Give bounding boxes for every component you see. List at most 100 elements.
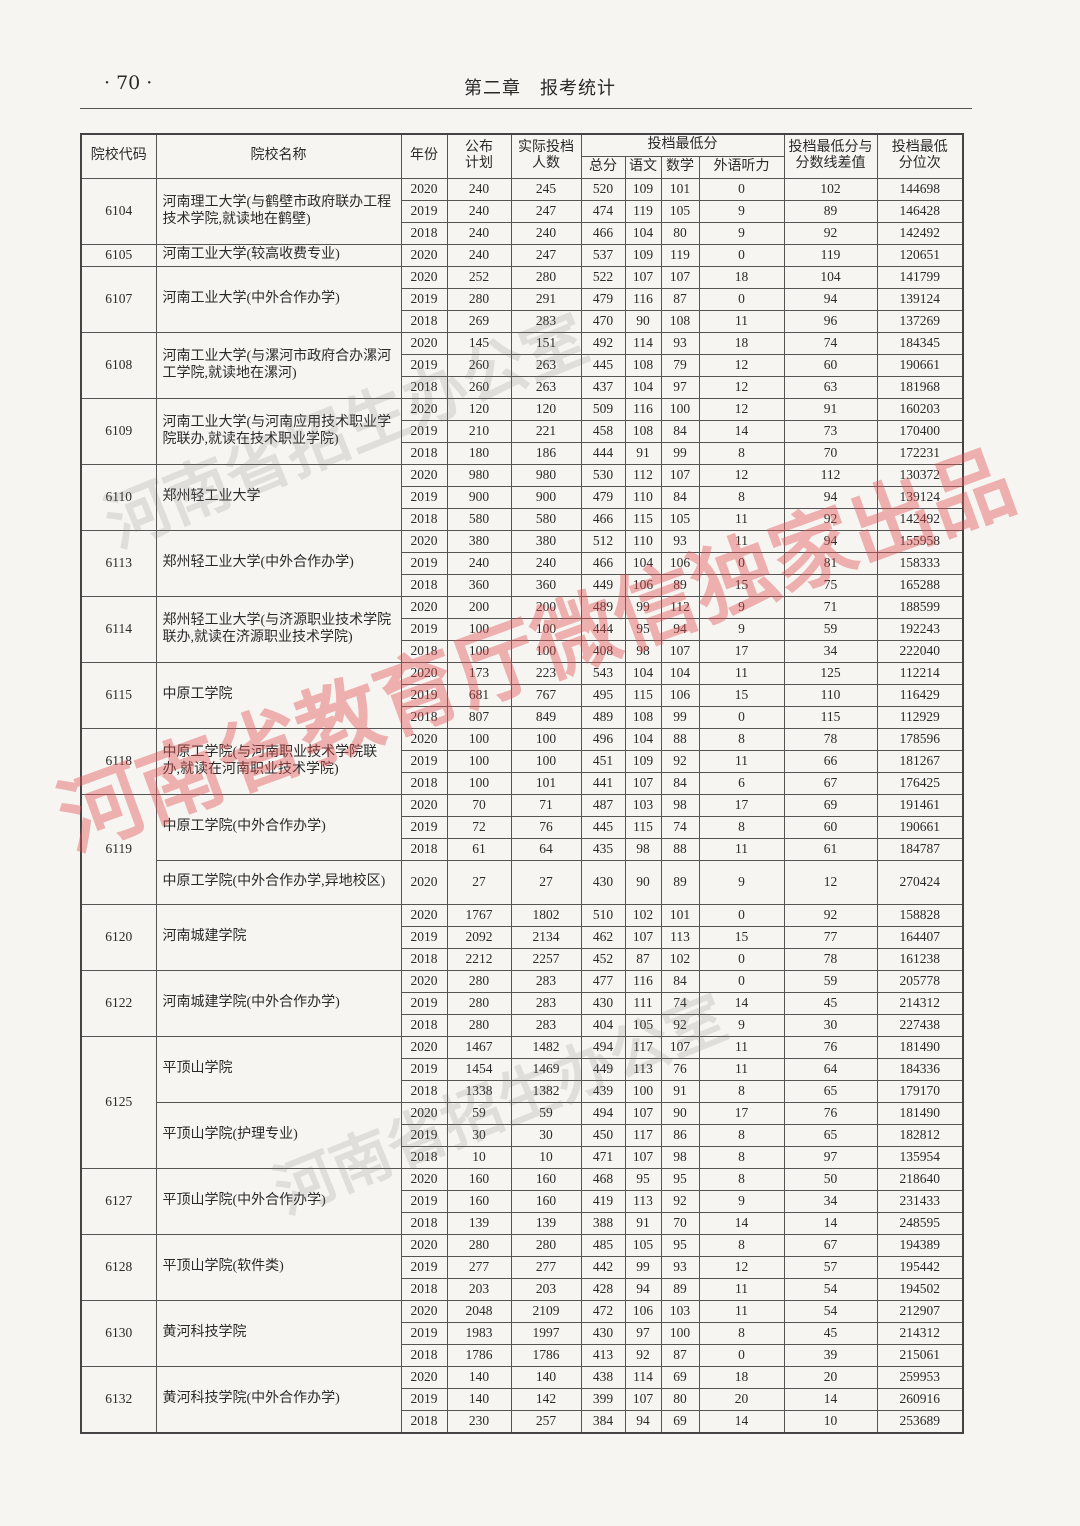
admission-statistics-table: 院校代码 院校名称 年份 公布计划 实际投档人数 投档最低分 投档最低分与分数线… (80, 133, 964, 1434)
cell-year: 2020 (400, 727, 448, 751)
cell-math: 89 (660, 1277, 700, 1301)
cell-rank: 146428 (876, 199, 964, 223)
cell-diff: 78 (783, 947, 878, 971)
cell-total: 408 (580, 639, 626, 663)
cell-rank: 195442 (876, 1255, 964, 1279)
cell-total: 439 (580, 1079, 626, 1103)
cell-rank: 192243 (876, 617, 964, 641)
cell-diff: 73 (783, 419, 878, 443)
cell-rank: 112214 (876, 661, 964, 685)
header-plan: 公布计划 (446, 133, 512, 179)
cell-total: 441 (580, 771, 626, 795)
cell-total: 399 (580, 1387, 626, 1411)
cell-rank: 182812 (876, 1123, 964, 1147)
cell-listening: 11 (698, 309, 785, 333)
cell-diff: 92 (783, 507, 878, 531)
cell-math: 80 (660, 221, 700, 245)
cell-math: 107 (660, 265, 700, 289)
table-row: 2018 269 283 470 90 108 11 96 137269 (81, 309, 964, 333)
cell-rank: 253689 (876, 1409, 964, 1433)
cell-listening: 11 (698, 749, 785, 773)
cell-year: 2020 (400, 1101, 448, 1125)
cell-plan: 580 (446, 507, 512, 531)
cell-diff: 92 (783, 221, 878, 245)
cell-plan: 2048 (446, 1299, 512, 1323)
cell-plan: 807 (446, 705, 512, 729)
cell-actual: 10 (510, 1145, 582, 1169)
cell-year: 2018 (400, 507, 448, 531)
cell-listening: 9 (698, 1013, 785, 1037)
cell-total: 512 (580, 529, 626, 553)
cell-plan: 10 (446, 1145, 512, 1169)
cell-plan: 277 (446, 1255, 512, 1279)
cell-year: 2019 (400, 1189, 448, 1213)
cell-actual: 1786 (510, 1343, 582, 1367)
cell-math: 93 (660, 529, 700, 553)
cell-listening: 14 (698, 1211, 785, 1235)
cell-diff: 54 (783, 1277, 878, 1301)
cell-total: 477 (580, 969, 626, 993)
cell-actual: 76 (510, 815, 582, 839)
cell-year: 2019 (400, 1387, 448, 1411)
cell-listening: 8 (698, 441, 785, 465)
cell-rank: 205778 (876, 969, 964, 993)
cell-total: 466 (580, 221, 626, 245)
cell-rank: 212907 (876, 1299, 964, 1323)
cell-chinese: 106 (624, 1299, 662, 1323)
cell-year: 2019 (400, 1255, 448, 1279)
cell-total: 437 (580, 375, 626, 399)
cell-plan: 100 (446, 727, 512, 751)
cell-year: 2019 (400, 683, 448, 707)
cell-actual: 142 (510, 1387, 582, 1411)
cell-chinese: 108 (624, 353, 662, 377)
cell-listening: 14 (698, 1409, 785, 1433)
table-row: 2018 1786 1786 413 92 87 0 39 215061 (81, 1343, 964, 1367)
school-name: 中原工学院(中外合作办学) (155, 793, 402, 861)
cell-chinese: 107 (624, 1101, 662, 1125)
cell-plan: 280 (446, 1013, 512, 1037)
header-rank: 投档最低分位次 (876, 133, 964, 179)
cell-total: 388 (580, 1211, 626, 1235)
cell-actual: 245 (510, 177, 582, 201)
cell-rank: 181968 (876, 375, 964, 399)
cell-rank: 194502 (876, 1277, 964, 1301)
cell-math: 119 (660, 243, 700, 267)
cell-diff: 60 (783, 353, 878, 377)
cell-plan: 240 (446, 221, 512, 245)
cell-actual: 100 (510, 749, 582, 773)
cell-year: 2020 (400, 265, 448, 289)
cell-year: 2018 (400, 309, 448, 333)
cell-chinese: 99 (624, 1255, 662, 1279)
cell-plan: 900 (446, 485, 512, 509)
cell-chinese: 116 (624, 969, 662, 993)
cell-total: 419 (580, 1189, 626, 1213)
cell-math: 101 (660, 177, 700, 201)
cell-math: 74 (660, 991, 700, 1015)
cell-year: 2018 (400, 1013, 448, 1037)
cell-diff: 70 (783, 441, 878, 465)
cell-chinese: 116 (624, 397, 662, 421)
school-code: 6132 (80, 1365, 157, 1433)
table-row: 2018 230 257 384 94 69 14 10 253689 (81, 1409, 964, 1433)
cell-math: 107 (660, 463, 700, 487)
cell-listening: 17 (698, 639, 785, 663)
cell-rank: 181490 (876, 1035, 964, 1059)
cell-listening: 15 (698, 925, 785, 949)
cell-listening: 11 (698, 837, 785, 861)
cell-year: 2019 (400, 749, 448, 773)
cell-diff: 91 (783, 397, 878, 421)
cell-diff: 67 (783, 771, 878, 795)
cell-diff: 61 (783, 837, 878, 861)
cell-chinese: 95 (624, 1167, 662, 1191)
cell-rank: 218640 (876, 1167, 964, 1191)
cell-total: 487 (580, 793, 626, 817)
cell-total: 452 (580, 947, 626, 971)
table-row: 6115 中原工学院 2020 173 223 543 104 104 11 125 112214 (80, 661, 964, 729)
table-row: 2019 160 160 419 113 92 9 34 231433 (81, 1189, 964, 1213)
cell-rank: 184345 (876, 331, 964, 355)
cell-chinese: 106 (624, 573, 662, 597)
cell-year: 2019 (400, 287, 448, 311)
cell-plan: 180 (446, 441, 512, 465)
cell-year: 2019 (400, 551, 448, 575)
cell-actual: 257 (510, 1409, 582, 1433)
